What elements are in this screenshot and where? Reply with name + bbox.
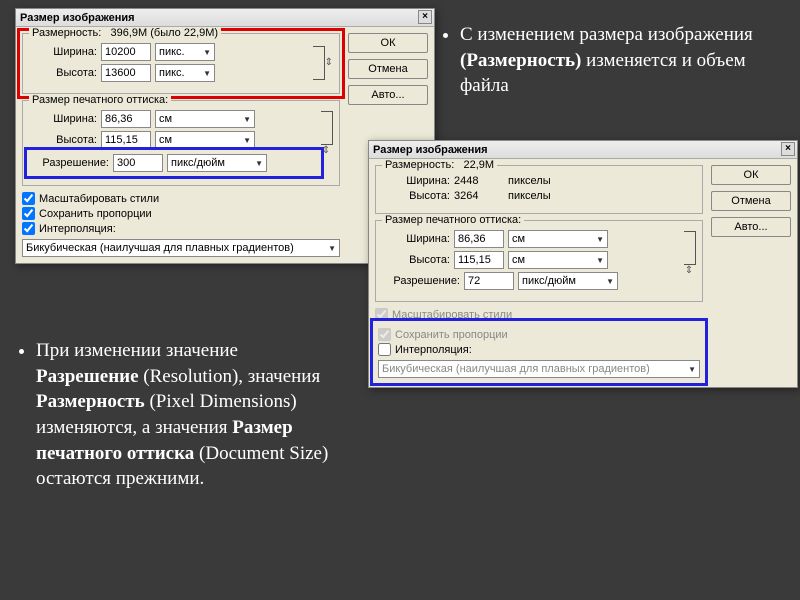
cancel-button[interactable]: Отмена [348, 59, 428, 79]
chevron-down-icon: ▼ [688, 365, 696, 374]
doc-size-legend: Размер печатного оттиска: [382, 214, 524, 226]
cancel-button[interactable]: Отмена [711, 191, 791, 211]
link-icon: ⇕ [322, 145, 330, 156]
titlebar: Размер изображения × [16, 9, 434, 27]
chevron-down-icon: ▼ [243, 115, 251, 124]
height-value: 3264 [454, 190, 504, 202]
height-unit: пикселы [508, 190, 551, 202]
chevron-down-icon: ▼ [255, 159, 263, 168]
link-bracket [321, 111, 333, 145]
scale-styles-checkbox [375, 308, 388, 321]
scale-styles-checkbox[interactable] [22, 192, 35, 205]
interpolation-select: Бикубическая (наилучшая для плавных град… [378, 360, 700, 378]
close-icon[interactable]: × [418, 10, 432, 24]
chevron-down-icon: ▼ [606, 277, 614, 286]
dialog-title: Размер изображения [20, 12, 135, 24]
interpolation-select[interactable]: Бикубическая (наилучшая для плавных град… [22, 239, 340, 257]
pixel-dimensions-group: Размерность: 22,9М Ширина: 2448 пикселы … [375, 165, 703, 214]
pixel-dim-legend: Размерность: [32, 27, 101, 39]
print-width-input[interactable] [454, 230, 504, 248]
chevron-down-icon: ▼ [328, 244, 336, 253]
height-label: Высота: [382, 190, 450, 202]
print-width-unit[interactable]: см▼ [155, 110, 255, 128]
scale-styles-check[interactable]: Масштабировать стили [22, 192, 340, 205]
chevron-down-icon: ▼ [596, 235, 604, 244]
pixel-dim-summary: 396,9М (было 22,9М) [111, 27, 219, 39]
width-input[interactable] [101, 43, 151, 61]
interpolation-checkbox[interactable] [378, 343, 391, 356]
interpolation-check[interactable]: Интерполяция: [378, 343, 700, 356]
print-width-label: Ширина: [382, 233, 450, 245]
print-height-unit[interactable]: см▼ [155, 131, 255, 149]
width-label: Ширина: [29, 46, 97, 58]
width-value: 2448 [454, 175, 504, 187]
interpolation-check[interactable]: Интерполяция: [22, 222, 340, 235]
width-unit: пикселы [508, 175, 551, 187]
print-height-label: Высота: [382, 254, 450, 266]
interpolation-highlight: Сохранить пропорции Интерполяция: Бикуби… [375, 323, 703, 381]
caption-bottom-left: При изменении значение Разрешение (Resol… [18, 338, 338, 492]
interpolation-checkbox[interactable] [22, 222, 35, 235]
print-height-unit[interactable]: см▼ [508, 251, 608, 269]
document-size-group: Размер печатного оттиска: Ширина: см▼ Вы… [375, 220, 703, 302]
ok-button[interactable]: ОК [711, 165, 791, 185]
auto-button[interactable]: Авто... [711, 217, 791, 237]
link-bracket [684, 231, 696, 265]
width-label: Ширина: [382, 175, 450, 187]
constrain-check[interactable]: Сохранить пропорции [22, 207, 340, 220]
constrain-checkbox [378, 328, 391, 341]
height-unit-select[interactable]: пикс.▼ [155, 64, 215, 82]
print-height-input[interactable] [454, 251, 504, 269]
link-bracket [313, 46, 325, 80]
chevron-down-icon: ▼ [243, 136, 251, 145]
height-input[interactable] [101, 64, 151, 82]
link-icon: ⇕ [325, 57, 333, 68]
image-size-dialog-2: Размер изображения × Размерность: 22,9М … [368, 140, 798, 388]
resolution-input[interactable] [464, 272, 514, 290]
pixel-dim-summary: 22,9М [464, 159, 495, 171]
caption-top-right: С изменением размера изображения (Размер… [442, 22, 782, 99]
link-icon: ⇕ [685, 265, 693, 276]
resolution-label: Разрешение: [382, 275, 460, 287]
pixel-dimensions-group: Размерность: 396,9М (было 22,9М) Ширина:… [22, 33, 340, 94]
height-label: Высота: [29, 67, 97, 79]
resolution-unit[interactable]: пикс/дюйм▼ [518, 272, 618, 290]
pixel-dim-legend: Размерность: [385, 159, 454, 171]
chevron-down-icon: ▼ [596, 256, 604, 265]
ok-button[interactable]: ОК [348, 33, 428, 53]
width-unit-select[interactable]: пикс.▼ [155, 43, 215, 61]
document-size-group: Размер печатного оттиска: Ширина: см▼ Вы… [22, 100, 340, 186]
resolution-row: Разрешение: пикс/дюйм▼ [29, 152, 319, 174]
chevron-down-icon: ▼ [203, 69, 211, 78]
chevron-down-icon: ▼ [203, 48, 211, 57]
print-height-label: Высота: [29, 134, 97, 146]
print-height-input[interactable] [101, 131, 151, 149]
scale-styles-check: Масштабировать стили [375, 308, 703, 321]
print-width-label: Ширина: [29, 113, 97, 125]
auto-button[interactable]: Авто... [348, 85, 428, 105]
print-width-unit[interactable]: см▼ [508, 230, 608, 248]
doc-size-legend: Размер печатного оттиска: [29, 94, 171, 106]
resolution-unit[interactable]: пикс/дюйм▼ [167, 154, 267, 172]
constrain-check: Сохранить пропорции [378, 328, 700, 341]
print-width-input[interactable] [101, 110, 151, 128]
dialog-title: Размер изображения [373, 144, 488, 156]
titlebar: Размер изображения × [369, 141, 797, 159]
close-icon[interactable]: × [781, 142, 795, 156]
constrain-checkbox[interactable] [22, 207, 35, 220]
resolution-input[interactable] [113, 154, 163, 172]
resolution-label: Разрешение: [31, 157, 109, 169]
